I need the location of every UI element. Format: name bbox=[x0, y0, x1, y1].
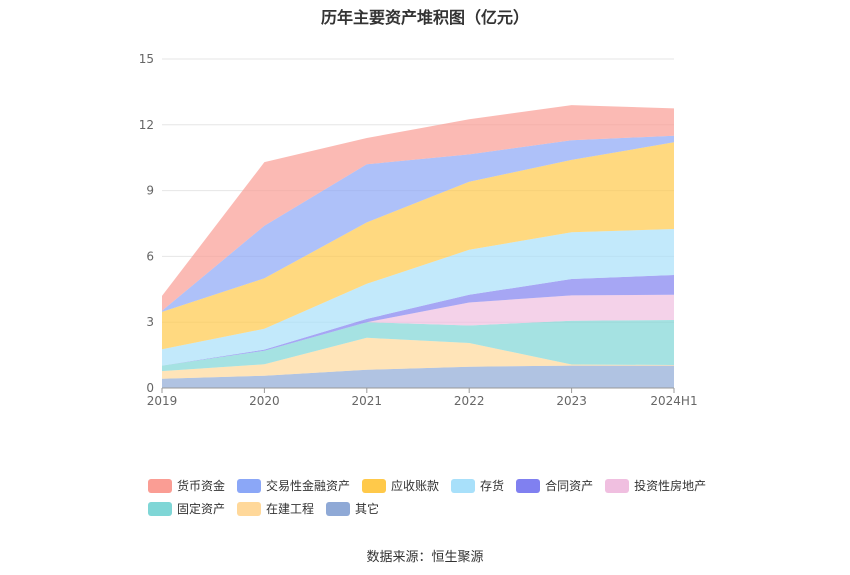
source-note: 数据来源：恒生聚源 bbox=[366, 550, 484, 565]
area-series-7 bbox=[162, 135, 674, 312]
legend-item[interactable]: 交易性金融资产 bbox=[237, 477, 350, 494]
legend-item[interactable]: 投资性房地产 bbox=[605, 477, 706, 494]
y-tick-label: 12 bbox=[139, 118, 154, 132]
legend-item[interactable]: 其它 bbox=[326, 500, 379, 517]
y-tick-label: 6 bbox=[146, 249, 154, 263]
legend-label: 货币资金 bbox=[177, 479, 226, 493]
area-series-3 bbox=[162, 294, 674, 366]
x-tick-label: 2024H1 bbox=[650, 394, 697, 408]
legend-label: 应收账款 bbox=[391, 479, 440, 493]
legend-item[interactable]: 在建工程 bbox=[237, 500, 314, 517]
area-series-5 bbox=[162, 229, 674, 366]
legend-label: 投资性房地产 bbox=[634, 479, 707, 493]
legend-label: 存货 bbox=[480, 479, 505, 493]
x-tick-label: 2019 bbox=[147, 394, 178, 408]
x-tick-label: 2020 bbox=[249, 394, 280, 408]
legend: 货币资金 交易性金融资产 应收账款 存货 合同资产 投资性房地产 固定资产 在建工程 其它 bbox=[148, 474, 748, 520]
legend-label: 交易性金融资产 bbox=[266, 479, 351, 493]
y-tick-label: 15 bbox=[139, 52, 154, 66]
legend-label: 固定资产 bbox=[177, 502, 226, 516]
legend-swatch bbox=[148, 478, 172, 493]
y-tick-label: 0 bbox=[146, 381, 154, 395]
legend-swatch bbox=[148, 501, 172, 516]
legend-item[interactable]: 固定资产 bbox=[148, 500, 225, 517]
area-series-0 bbox=[162, 365, 674, 388]
legend-swatch bbox=[605, 478, 630, 493]
legend-swatch bbox=[451, 478, 476, 493]
x-tick-label: 2022 bbox=[454, 394, 485, 408]
legend-label: 在建工程 bbox=[266, 502, 315, 516]
chart-title: 历年主要资产堆积图（亿元） bbox=[320, 8, 529, 27]
y-tick-label: 9 bbox=[146, 184, 154, 198]
area-series-8 bbox=[162, 105, 674, 311]
y-tick-label: 3 bbox=[146, 315, 154, 329]
legend-row: 固定资产 在建工程 其它 bbox=[148, 497, 748, 520]
legend-swatch bbox=[516, 478, 541, 493]
area-series-1 bbox=[162, 337, 674, 379]
legend-item[interactable]: 存货 bbox=[451, 477, 504, 494]
legend-item[interactable]: 应收账款 bbox=[362, 477, 439, 494]
legend-item[interactable]: 合同资产 bbox=[516, 477, 593, 494]
legend-item[interactable]: 货币资金 bbox=[148, 477, 225, 494]
area-series-6 bbox=[162, 142, 674, 350]
legend-swatch bbox=[237, 501, 262, 516]
legend-swatch bbox=[326, 501, 351, 516]
area-series-2 bbox=[162, 320, 674, 372]
axis-layer: 0 3 6 9 12 15 2019 2020 2021 2022 2023 2024H1 bbox=[139, 52, 698, 408]
legend-label: 其它 bbox=[355, 502, 380, 516]
legend-label: 合同资产 bbox=[545, 479, 594, 493]
x-tick-label: 2021 bbox=[352, 394, 383, 408]
legend-swatch bbox=[237, 478, 262, 493]
legend-swatch bbox=[362, 478, 387, 493]
area-layer bbox=[162, 105, 674, 388]
x-tick-label: 2023 bbox=[556, 394, 587, 408]
area-series-4 bbox=[162, 275, 674, 366]
legend-row: 货币资金 交易性金融资产 应收账款 存货 合同资产 投资性房地产 bbox=[148, 474, 748, 497]
